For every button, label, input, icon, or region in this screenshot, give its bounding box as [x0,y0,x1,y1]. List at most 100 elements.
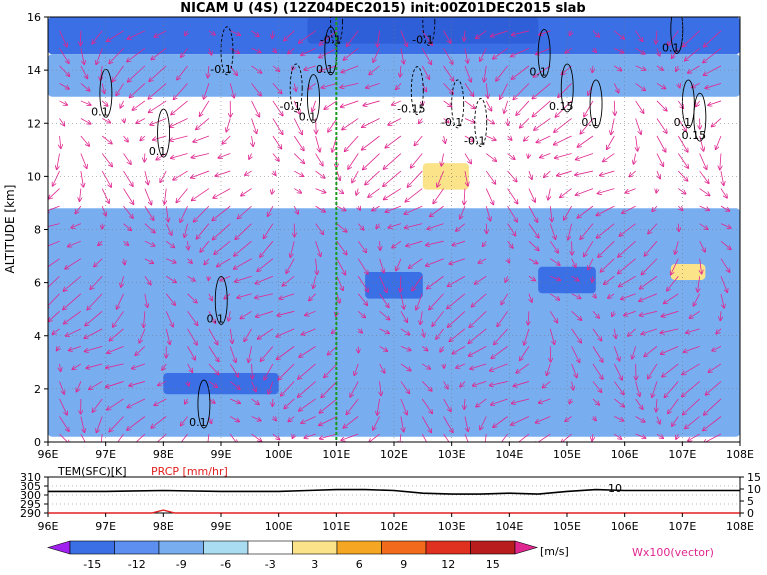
wind-vector [392,240,402,248]
wind-vector [528,205,538,222]
wind-vector [315,170,325,178]
wind-vector [128,65,146,82]
wind-vector [571,311,582,320]
wind-vector [720,293,724,308]
wind-vector [151,416,167,428]
wind-vector [130,83,146,97]
wind-vector [443,416,453,433]
wind-vector [600,258,615,272]
wind-vector [421,416,431,433]
wind-vector [611,118,615,134]
wind-vector [132,363,146,369]
wind-vector [57,153,60,170]
wind-vector [493,48,508,58]
wind-vector [672,48,679,58]
wind-vector [71,223,82,228]
wind-vector [288,416,295,422]
wind-vector [554,118,572,132]
wind-vector [491,346,508,358]
wind-vector [123,170,133,186]
contour-line [693,92,707,142]
wind-vector [698,276,700,292]
wind-vector [635,65,646,70]
wind-vector [96,48,103,64]
wind-vector [656,135,666,152]
wind-band [670,264,706,280]
wind-vector [293,100,299,114]
wind-vector [400,398,407,415]
contour-label: 0.15 [682,129,707,142]
wind-vector [80,83,90,90]
wind-vector [174,83,188,99]
wind-vector [656,398,657,412]
wind-vector [592,328,602,341]
wind-vector [476,30,487,39]
surface-left-tick-label: 290 [20,507,41,520]
surface-right-tick-label: 10 [747,483,761,496]
wind-vector [102,83,104,93]
wind-vector [251,100,260,117]
wind-vector [635,100,644,113]
wind-vector [293,205,298,214]
wind-vector [618,240,636,257]
wind-vector [547,363,551,375]
wind-vector [187,275,195,281]
wind-vector [555,100,572,117]
colorbar-label: -6 [220,558,231,571]
wind-vector [154,398,167,405]
y-tick-label: 10 [27,170,41,183]
wind-vector [577,205,594,218]
x-tick-label: 105E [553,448,581,461]
left-axis-label: TEM(SFC)[K] [57,465,127,478]
wind-vector [352,170,359,182]
wind-vector [268,381,274,393]
wind-vector [671,258,679,275]
wind-vector [357,258,368,274]
colorbar-label: -3 [265,558,276,571]
wind-vector [53,170,60,186]
wind-vector [273,171,276,175]
wind-vector [668,398,679,413]
wind-vector [123,223,132,231]
wind-vector [101,153,112,167]
wind-vector [109,328,124,341]
wind-vector [568,223,573,240]
x-axis-main: 96E 97E 98E 99E 100E 101E 102E 103E 104E 105E 106E… [38,442,754,461]
wind-vector [699,170,709,183]
wind-vector [328,118,338,131]
surface-right-tick-label: 15 [747,471,761,484]
wind-vector [158,381,167,385]
wind-vector [144,223,155,233]
wind-vector [222,135,231,144]
wind-vector [464,188,465,205]
wind-vector [117,293,124,309]
wind-vector [59,100,68,105]
wind-band [163,372,279,395]
wind-vector [166,258,176,263]
contour-label: -0.1 [210,63,231,76]
wind-vector [536,135,551,142]
wind-vector [245,170,252,175]
wind-vector [549,240,558,252]
wind-vector [407,170,423,187]
wind-vector [380,241,381,250]
wind-vector [100,433,103,442]
wind-vector [229,381,240,389]
wind-vector [490,363,508,371]
wind-vector [264,223,274,239]
wind-vector [648,223,658,234]
wind-vector [350,381,359,396]
wind-vector [686,328,700,333]
wind-vector [357,223,363,230]
wind-vector [716,328,722,334]
wind-vector [388,118,402,125]
wind-vector [379,311,390,319]
wind-vector [577,135,594,147]
wind-vector [320,65,338,71]
wind-vector [486,83,488,98]
wind-vector [635,381,640,396]
wind-vector [251,30,259,37]
wind-vector [635,398,643,409]
wind-vector [127,398,146,407]
wind-vector [619,223,636,236]
